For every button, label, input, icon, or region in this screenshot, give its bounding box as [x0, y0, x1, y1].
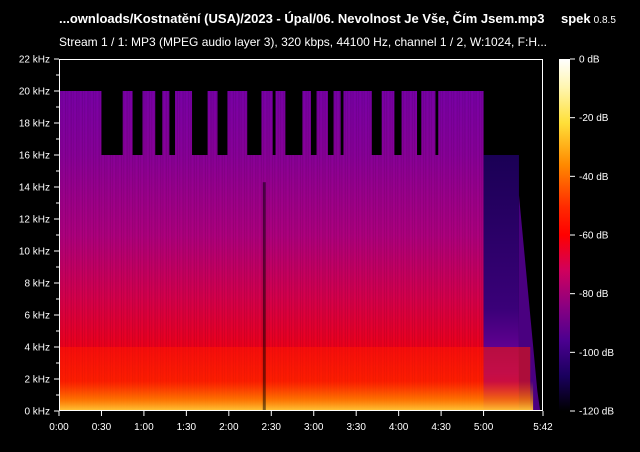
time-tick-label: 1:00	[134, 422, 154, 433]
db-tick-label: -60 dB	[579, 231, 609, 242]
frequency-tick-label: 12 kHz	[19, 215, 50, 226]
time-axis: 0:00 0:30 1:00 1:30 2:00 2:30 3:00 3:30 4:00 4:30…	[49, 411, 553, 433]
time-tick-label: 4:30	[431, 422, 451, 433]
frequency-tick-label: 0 kHz	[24, 407, 50, 418]
db-tick-label: -80 dB	[579, 289, 609, 300]
db-tick-label: -40 dB	[579, 172, 609, 183]
db-color-legend	[559, 59, 570, 411]
time-tick-label: 0:30	[92, 422, 112, 433]
frequency-tick-label: 8 kHz	[24, 279, 50, 290]
file-title: ...ownloads/Kostnatění (USA)/2023 - Úpal…	[59, 11, 545, 26]
frequency-tick-label: 6 kHz	[24, 311, 50, 322]
frequency-tick-label: 22 kHz	[19, 55, 50, 66]
frequency-axis: 22 kHz 20 kHz 18 kHz 16 kHz 14 kHz 12 kHz 10 k…	[19, 55, 59, 418]
frequency-tick-label: 16 kHz	[19, 151, 50, 162]
time-tick-label: 1:30	[177, 422, 197, 433]
spectrogram	[59, 59, 543, 411]
time-tick-label: 4:00	[389, 422, 409, 433]
app-name: spek 0.8.5	[561, 11, 616, 26]
time-tick-label: 3:00	[304, 422, 324, 433]
frequency-tick-label: 10 kHz	[19, 247, 50, 258]
spectrogram-canvas	[59, 59, 543, 411]
time-tick-label: 5:42	[533, 422, 553, 433]
frequency-tick-label: 2 kHz	[24, 375, 50, 386]
db-tick-label: 0 dB	[579, 55, 600, 66]
frequency-tick-label: 18 kHz	[19, 119, 50, 130]
time-tick-label: 2:30	[262, 422, 282, 433]
app-label: spek	[561, 11, 591, 26]
time-tick-label: 5:00	[474, 422, 494, 433]
app-version: 0.8.5	[593, 15, 616, 26]
db-axis: 0 dB -20 dB -40 dB -60 dB -80 dB -100 dB -120 …	[570, 55, 614, 418]
db-tick-label: -20 dB	[579, 113, 609, 124]
frequency-tick-label: 4 kHz	[24, 343, 50, 354]
time-tick-label: 3:30	[346, 422, 366, 433]
stream-info: Stream 1 / 1: MP3 (MPEG audio layer 3), …	[59, 35, 548, 49]
time-tick-label: 0:00	[49, 422, 69, 433]
frequency-tick-label: 14 kHz	[19, 183, 50, 194]
time-tick-label: 2:00	[219, 422, 239, 433]
frequency-tick-label: 20 kHz	[19, 87, 50, 98]
db-tick-label: -100 dB	[579, 348, 614, 359]
db-tick-label: -120 dB	[579, 407, 614, 418]
